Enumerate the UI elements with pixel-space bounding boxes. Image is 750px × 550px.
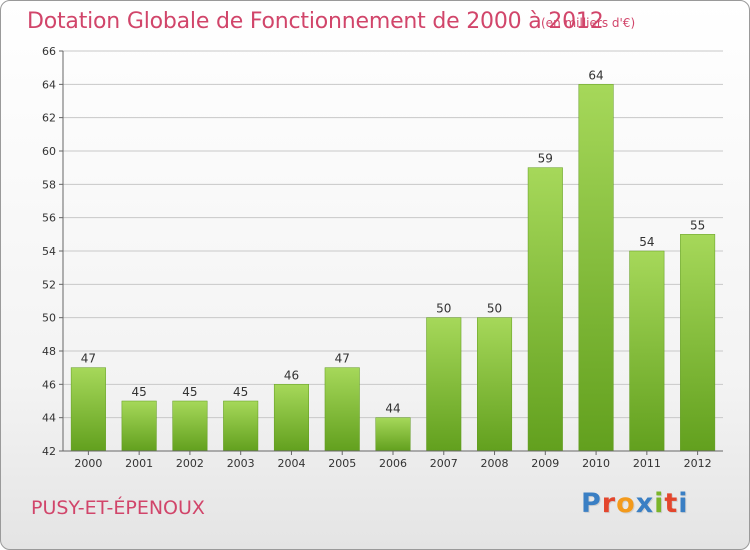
x-tick-label: 2007 — [430, 457, 458, 470]
bar-2007 — [426, 317, 462, 452]
y-tick-label: 54 — [42, 245, 56, 258]
y-tick-label: 48 — [42, 345, 56, 358]
logo-letter: o — [616, 488, 636, 519]
value-label: 50 — [436, 302, 451, 316]
x-tick-label: 2003 — [227, 457, 255, 470]
y-tick-label: 66 — [42, 45, 56, 58]
value-label: 46 — [284, 368, 299, 382]
x-tick-label: 2002 — [176, 457, 204, 470]
proxiti-logo[interactable]: Proxiti — [581, 488, 689, 519]
x-tick-label: 2009 — [531, 457, 559, 470]
x-tick-label: 2001 — [125, 457, 153, 470]
bar-2012 — [680, 234, 716, 452]
bar-2010 — [578, 84, 614, 452]
logo-letter: P — [581, 488, 602, 519]
x-tick-label: 2008 — [481, 457, 509, 470]
x-tick-label: 2010 — [582, 457, 610, 470]
value-label: 50 — [487, 302, 502, 316]
value-label: 44 — [385, 402, 400, 416]
chart-title: Dotation Globale de Fonctionnement de 20… — [27, 9, 604, 34]
value-label: 45 — [182, 385, 197, 399]
x-tick-label: 2012 — [684, 457, 712, 470]
x-tick-label: 2000 — [74, 457, 102, 470]
y-tick-label: 42 — [42, 445, 56, 458]
logo-letter: r — [601, 488, 617, 519]
value-label: 59 — [538, 152, 553, 166]
y-tick-label: 50 — [42, 312, 56, 325]
x-tick-label: 2006 — [379, 457, 407, 470]
y-tick-label: 58 — [42, 178, 56, 191]
y-tick-label: 62 — [42, 112, 56, 125]
x-tick-label: 2005 — [328, 457, 356, 470]
bar-2000 — [70, 367, 106, 452]
value-label: 54 — [639, 235, 654, 249]
value-label: 45 — [233, 385, 248, 399]
bar-2004 — [273, 384, 309, 452]
logo-letter: t — [664, 488, 679, 519]
y-tick-label: 64 — [42, 78, 56, 91]
value-label: 55 — [690, 218, 705, 232]
chart-unit: (en milliers d'€) — [541, 16, 636, 30]
value-label: 47 — [335, 352, 350, 366]
y-tick-label: 52 — [42, 278, 56, 291]
logo-letter: i — [678, 488, 689, 519]
value-label: 45 — [132, 385, 147, 399]
commune-name: PUSY-ET-ÉPENOUX — [31, 497, 205, 519]
x-tick-label: 2011 — [633, 457, 661, 470]
bar-2005 — [324, 367, 360, 452]
y-tick-label: 56 — [42, 212, 56, 225]
bar-2002 — [172, 400, 208, 452]
logo-letter: x — [635, 488, 655, 519]
y-tick-label: 44 — [42, 412, 56, 425]
value-label: 64 — [588, 68, 603, 82]
bar-2003 — [223, 400, 259, 452]
value-label: 47 — [81, 352, 96, 366]
bar-2011 — [629, 250, 665, 452]
bar-2009 — [527, 167, 563, 452]
x-tick-label: 2004 — [277, 457, 305, 470]
bar-2006 — [375, 417, 411, 452]
logo-letter: i — [654, 488, 665, 519]
bar-2008 — [477, 317, 513, 452]
y-tick-label: 46 — [42, 378, 56, 391]
y-tick-label: 60 — [42, 145, 56, 158]
bar-2001 — [121, 400, 157, 452]
